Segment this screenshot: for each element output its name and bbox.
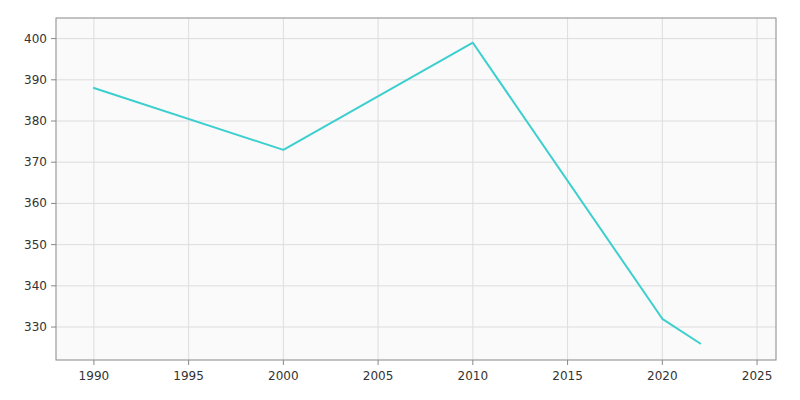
y-tick-label: 340 (24, 279, 47, 293)
y-tick (51, 38, 56, 39)
y-tick-label: 360 (24, 196, 47, 210)
x-grid-line (662, 18, 663, 360)
x-tick (662, 360, 663, 365)
y-grid-line (56, 327, 776, 328)
x-tick (378, 360, 379, 365)
plot-frame (56, 18, 776, 360)
y-tick-label: 380 (24, 114, 47, 128)
y-grid-line (56, 285, 776, 286)
data-line (94, 43, 700, 344)
x-tick (283, 360, 284, 365)
x-tick-label: 2010 (458, 369, 489, 383)
x-grid-line (472, 18, 473, 360)
x-tick-label: 2025 (742, 369, 773, 383)
x-tick (757, 360, 758, 365)
y-grid-line (56, 244, 776, 245)
y-grid-line (56, 38, 776, 39)
x-grid-line (757, 18, 758, 360)
plot-background (56, 18, 776, 360)
x-tick (93, 360, 94, 365)
x-tick-label: 1990 (79, 369, 110, 383)
x-tick-label: 2000 (268, 369, 299, 383)
y-tick (51, 327, 56, 328)
y-tick (51, 285, 56, 286)
y-grid-line (56, 79, 776, 80)
axes: 1990 1995 2000 2005 2010 2015 2020 2025 330 340 35… (24, 32, 772, 383)
chart-svg: 1990 1995 2000 2005 2010 2015 2020 2025 330 340 35… (0, 0, 800, 400)
x-grid-line (378, 18, 379, 360)
chart-container: 1990 1995 2000 2005 2010 2015 2020 2025 330 340 35… (0, 0, 800, 400)
y-tick-label: 350 (24, 238, 47, 252)
x-tick-label: 1995 (173, 369, 204, 383)
y-tick (51, 203, 56, 204)
x-tick-label: 2020 (647, 369, 678, 383)
x-grid-line (567, 18, 568, 360)
x-tick-label: 2005 (363, 369, 394, 383)
y-tick (51, 121, 56, 122)
data-group (94, 43, 700, 344)
y-grid-line (56, 203, 776, 204)
x-tick (472, 360, 473, 365)
x-tick (567, 360, 568, 365)
y-tick (51, 244, 56, 245)
y-tick-label: 330 (24, 320, 47, 334)
grid (56, 18, 776, 360)
y-tick-label: 400 (24, 32, 47, 46)
y-tick-label: 390 (24, 73, 47, 87)
y-grid-line (56, 162, 776, 163)
x-tick (188, 360, 189, 365)
y-grid-line (56, 121, 776, 122)
x-tick-label: 2015 (552, 369, 583, 383)
y-tick (51, 162, 56, 163)
x-grid-line (283, 18, 284, 360)
x-grid-line (188, 18, 189, 360)
y-tick (51, 79, 56, 80)
x-grid-line (93, 18, 94, 360)
y-tick-label: 370 (24, 155, 47, 169)
